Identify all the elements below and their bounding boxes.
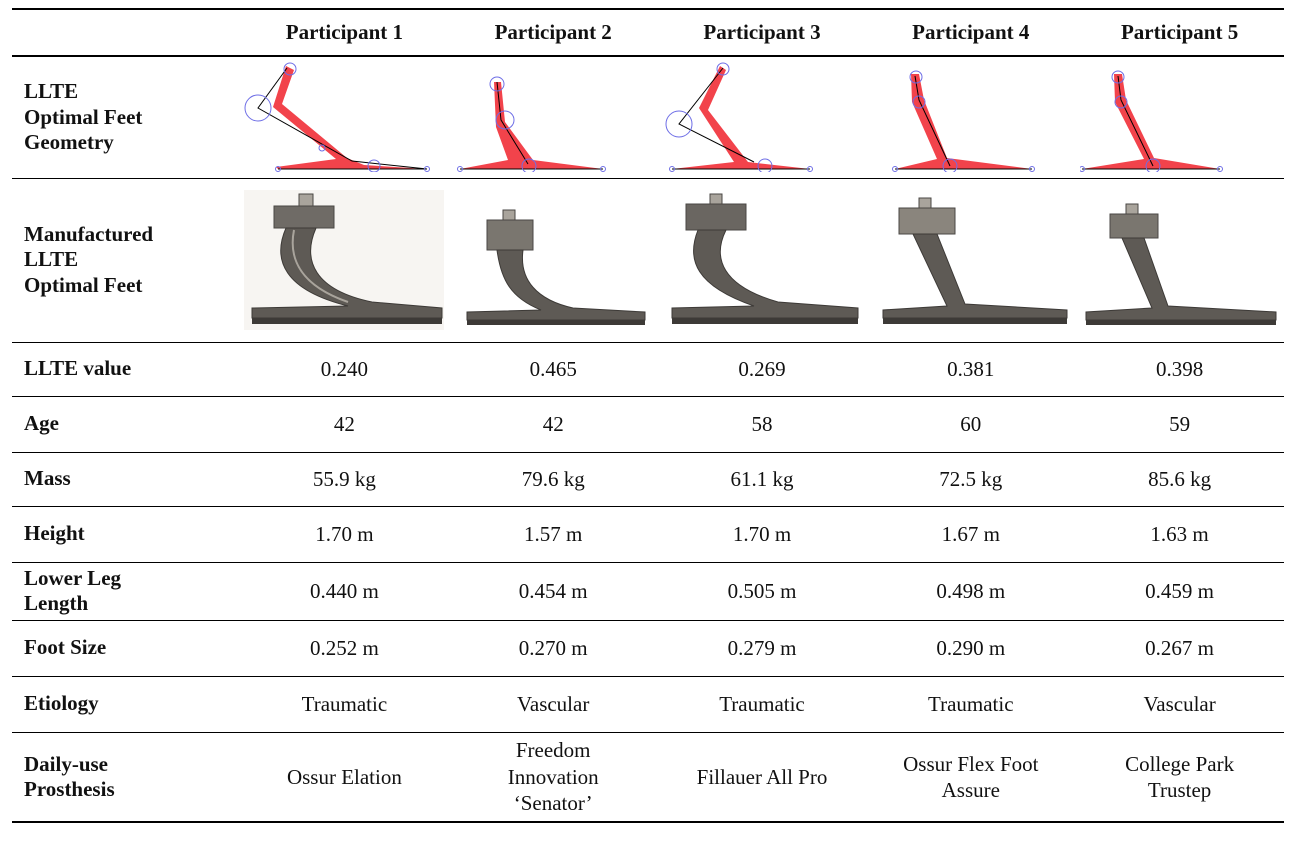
height-cell: 1.63 m <box>1150 521 1209 546</box>
lower-leg-length-cell: 0.440 m <box>309 578 379 603</box>
manufactured-cell-3 <box>658 178 867 342</box>
manufactured-foot-photo-2 <box>466 209 646 325</box>
manufactured-foot-photo-1 <box>244 190 445 330</box>
etiology-cell: Traumatic <box>301 691 388 716</box>
height-cell: 1.70 m <box>732 521 792 546</box>
geometry-row: LLTE Optimal Feet Geometry <box>12 56 1284 178</box>
foot-geometry-diagram-2 <box>457 76 607 173</box>
lower-leg-length-cell: 0.459 m <box>1145 578 1215 603</box>
foot-size-row: Foot Size 0.252 m 0.270 m 0.279 m 0.290 … <box>12 620 1284 676</box>
llte-value-row: LLTE value 0.240 0.465 0.269 0.381 0.398 <box>12 342 1284 396</box>
foot-geometry-diagram-3 <box>665 62 813 173</box>
lower-leg-length-cell: 0.505 m <box>727 578 797 603</box>
geometry-cell-3 <box>658 56 867 178</box>
lower-leg-length-cell: 0.454 m <box>518 578 588 603</box>
age-label: Age <box>24 411 59 436</box>
mass-cell: 79.6 kg <box>521 466 585 491</box>
lower-leg-length-row: Lower Leg Length 0.440 m 0.454 m 0.505 m… <box>12 562 1284 620</box>
llte-value-cell: 0.269 <box>738 356 786 381</box>
daily-use-prosthesis-cell: Ossur Flex Foot Assure <box>903 751 1039 802</box>
llte-value-cell: 0.240 <box>320 356 369 381</box>
daily-use-prosthesis-cell: Ossur Elation <box>286 764 402 789</box>
foot-geometry-diagram-4 <box>891 70 1035 173</box>
llte-value-label: LLTE value <box>24 356 132 381</box>
etiology-cell: Traumatic <box>928 691 1014 716</box>
header-row: Participant 1 Participant 2 Participant … <box>12 9 1284 56</box>
manufactured-foot-photo-4 <box>882 197 1068 324</box>
header-corner <box>12 9 240 56</box>
geometry-cell-2 <box>449 56 658 178</box>
height-cell: 1.57 m <box>524 521 583 546</box>
foot-size-cell: 0.270 m <box>518 635 588 660</box>
foot-size-cell: 0.290 m <box>936 635 1006 660</box>
age-cell: 42 <box>542 411 564 436</box>
foot-size-cell: 0.279 m <box>727 635 797 660</box>
manufactured-cell-2 <box>449 178 658 342</box>
header-participant-5: Participant 5 <box>1120 20 1239 44</box>
daily-use-prosthesis-cell: Fillauer All Pro <box>696 764 828 789</box>
header-participant-2: Participant 2 <box>494 20 612 44</box>
height-label: Height <box>24 521 85 546</box>
header-participant-1: Participant 1 <box>285 20 404 44</box>
foot-size-cell: 0.267 m <box>1145 635 1215 660</box>
lower-leg-length-cell: 0.498 m <box>936 578 1006 603</box>
mass-row: Mass 55.9 kg 79.6 kg 61.1 kg 72.5 kg 85.… <box>12 452 1284 506</box>
foot-size-label: Foot Size <box>24 635 107 660</box>
daily-use-prosthesis-cell: Freedom Innovation ‘Senator’ <box>507 738 599 815</box>
manufactured-row: Manufactured LLTE Optimal Feet <box>12 178 1284 342</box>
manufactured-cell-4 <box>866 178 1075 342</box>
age-cell: 59 <box>1169 411 1191 436</box>
mass-cell: 85.6 kg <box>1148 466 1212 491</box>
participant-table: Participant 1 Participant 2 Participant … <box>12 8 1284 823</box>
manufactured-cell-5 <box>1075 178 1284 342</box>
etiology-label: Etiology <box>24 691 99 716</box>
manufactured-label: Manufactured LLTE Optimal Feet <box>24 222 154 297</box>
daily-use-prosthesis-row: Daily-use Prosthesis Ossur Elation Freed… <box>12 732 1284 822</box>
header-participant-4: Participant 4 <box>912 20 1030 44</box>
mass-cell: 55.9 kg <box>312 466 376 491</box>
lower-leg-length-label: Lower Leg Length <box>24 565 122 615</box>
mass-cell: 61.1 kg <box>730 466 794 491</box>
height-cell: 1.70 m <box>315 521 374 546</box>
geometry-cell-1 <box>240 56 449 178</box>
etiology-cell: Vascular <box>1143 691 1216 716</box>
age-row: Age 42 42 58 60 59 <box>12 396 1284 452</box>
manufactured-cell-1 <box>240 178 449 342</box>
daily-use-prosthesis-cell: College Park Trustep <box>1125 751 1235 802</box>
foot-geometry-diagram-5 <box>1079 70 1223 173</box>
mass-label: Mass <box>24 466 71 491</box>
age-cell: 42 <box>333 411 355 436</box>
daily-use-prosthesis-label: Daily-use Prosthesis <box>24 751 115 801</box>
geometry-cell-4 <box>866 56 1075 178</box>
llte-value-cell: 0.398 <box>1155 356 1204 381</box>
foot-geometry-diagram-1 <box>244 62 431 173</box>
header-participant-3: Participant 3 <box>703 20 821 44</box>
geometry-cell-5 <box>1075 56 1284 178</box>
mass-cell: 72.5 kg <box>939 466 1003 491</box>
height-row: Height 1.70 m 1.57 m 1.70 m 1.67 m 1.63 … <box>12 506 1284 562</box>
etiology-cell: Traumatic <box>719 691 805 716</box>
age-cell: 58 <box>751 411 773 436</box>
etiology-cell: Vascular <box>517 691 590 716</box>
age-cell: 60 <box>960 411 982 436</box>
etiology-row: Etiology Traumatic Vascular Traumatic Tr… <box>12 676 1284 732</box>
manufactured-foot-photo-3 <box>671 193 859 324</box>
height-cell: 1.67 m <box>941 521 1000 546</box>
llte-value-cell: 0.381 <box>947 356 995 381</box>
llte-value-cell: 0.465 <box>529 356 577 381</box>
manufactured-foot-photo-5 <box>1085 203 1277 325</box>
geometry-label: LLTE Optimal Feet Geometry <box>24 79 143 154</box>
foot-size-cell: 0.252 m <box>309 635 379 660</box>
